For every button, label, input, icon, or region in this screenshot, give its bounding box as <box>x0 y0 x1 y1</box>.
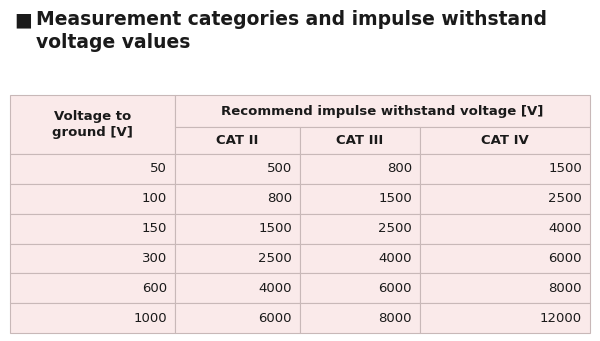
Bar <box>420 214 590 243</box>
Bar <box>300 127 420 154</box>
Text: 4000: 4000 <box>259 282 292 295</box>
Text: CAT IV: CAT IV <box>481 134 529 147</box>
Text: 300: 300 <box>142 252 167 265</box>
Bar <box>175 184 300 214</box>
Bar <box>300 154 420 184</box>
Text: ■: ■ <box>14 10 32 29</box>
Bar <box>420 243 590 273</box>
Text: 1500: 1500 <box>258 222 292 235</box>
Text: 1500: 1500 <box>378 192 412 205</box>
Bar <box>175 243 300 273</box>
Bar <box>10 273 175 303</box>
Bar <box>175 154 300 184</box>
Text: Voltage to
ground [V]: Voltage to ground [V] <box>52 110 133 139</box>
Bar <box>300 243 420 273</box>
Bar <box>10 214 175 243</box>
Text: 100: 100 <box>142 192 167 205</box>
Bar <box>175 95 590 127</box>
Text: 600: 600 <box>142 282 167 295</box>
Bar <box>175 273 300 303</box>
Bar <box>10 184 175 214</box>
Bar <box>175 214 300 243</box>
Bar <box>420 184 590 214</box>
Bar <box>10 95 175 154</box>
Text: 800: 800 <box>267 192 292 205</box>
Text: 8000: 8000 <box>379 312 412 325</box>
Text: 6000: 6000 <box>548 252 582 265</box>
Bar <box>300 303 420 333</box>
Text: 1500: 1500 <box>548 162 582 175</box>
Text: 6000: 6000 <box>379 282 412 295</box>
Text: Recommend impulse withstand voltage [V]: Recommend impulse withstand voltage [V] <box>221 104 544 118</box>
Bar <box>10 303 175 333</box>
Bar <box>420 273 590 303</box>
Text: 2500: 2500 <box>258 252 292 265</box>
Text: 8000: 8000 <box>548 282 582 295</box>
Text: 800: 800 <box>387 162 412 175</box>
Text: 2500: 2500 <box>548 192 582 205</box>
Text: Measurement categories and impulse withstand
voltage values: Measurement categories and impulse withs… <box>36 10 547 53</box>
Bar <box>300 184 420 214</box>
Bar <box>420 154 590 184</box>
Bar <box>420 127 590 154</box>
Bar <box>175 303 300 333</box>
Text: 4000: 4000 <box>548 222 582 235</box>
Text: CAT II: CAT II <box>217 134 259 147</box>
Text: 150: 150 <box>142 222 167 235</box>
Text: 4000: 4000 <box>379 252 412 265</box>
Bar <box>300 273 420 303</box>
Text: 6000: 6000 <box>259 312 292 325</box>
Bar <box>300 214 420 243</box>
Text: 1000: 1000 <box>133 312 167 325</box>
Text: 12000: 12000 <box>540 312 582 325</box>
Bar <box>175 127 300 154</box>
Bar <box>10 154 175 184</box>
Text: 500: 500 <box>267 162 292 175</box>
Text: 2500: 2500 <box>378 222 412 235</box>
Text: 50: 50 <box>150 162 167 175</box>
Text: CAT III: CAT III <box>337 134 383 147</box>
Bar <box>420 303 590 333</box>
Bar <box>10 243 175 273</box>
